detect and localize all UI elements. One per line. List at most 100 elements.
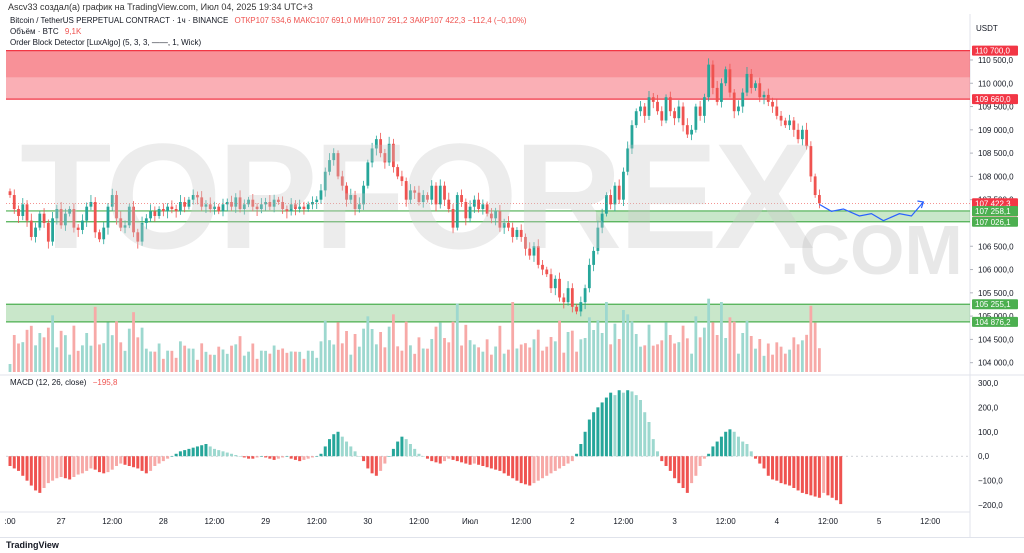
macd-bar	[340, 436, 344, 457]
candle-body	[281, 202, 285, 209]
macd-bar	[110, 456, 114, 470]
macd-bar	[464, 456, 468, 464]
candle-body	[234, 197, 238, 207]
candle-body	[558, 278, 561, 298]
volume-bar	[264, 350, 267, 372]
volume-bar	[306, 350, 310, 372]
volume-bar	[409, 345, 412, 372]
macd-bar	[813, 456, 817, 497]
macd-bar	[34, 456, 38, 491]
candle-body	[775, 106, 779, 116]
volume-bar	[783, 353, 787, 372]
volume-bar	[289, 351, 293, 372]
legend-macd-label[interactable]: MACD (12, 26, close)	[10, 378, 87, 387]
macd-bar	[536, 456, 540, 481]
macd-bar	[264, 456, 268, 458]
macd-bar	[600, 402, 604, 457]
macd-bar	[357, 456, 361, 457]
volume-bar	[392, 314, 395, 372]
macd-bar	[408, 444, 412, 457]
macd-bar	[93, 456, 97, 470]
macd-bar	[638, 400, 642, 457]
macd-bar	[306, 456, 310, 459]
volume-bar	[617, 339, 621, 372]
legend-indicator[interactable]: Order Block Detector [LuxAlgo] (5, 3, 3,…	[10, 38, 202, 47]
macd-tick-label: 100,0	[978, 428, 999, 437]
macd-bar	[336, 431, 340, 457]
candle-body	[788, 120, 791, 126]
volume-bar	[404, 321, 408, 372]
macd-bar	[741, 441, 745, 457]
macd-bar	[212, 448, 216, 457]
volume-bar	[421, 348, 425, 372]
volume-bar	[251, 343, 255, 372]
volume-bar	[366, 316, 370, 372]
macd-bar	[396, 441, 400, 457]
volume-bar	[255, 358, 259, 372]
volume-bar	[451, 321, 455, 372]
macd-bar	[830, 456, 834, 498]
volume-bar	[583, 338, 587, 372]
volume-bar	[724, 338, 728, 372]
candle-body	[46, 222, 50, 242]
volume-bar	[12, 335, 16, 372]
volume-bar	[208, 354, 212, 372]
volume-bar	[430, 339, 434, 372]
macd-bar	[660, 456, 664, 462]
volume-bar	[149, 351, 152, 372]
tradingview-logo[interactable]: TradingView	[6, 540, 59, 550]
macd-bar	[668, 456, 672, 471]
macd-bar	[68, 456, 72, 480]
time-tick-label: 12:00	[818, 517, 839, 526]
volume-bar	[685, 338, 689, 372]
volume-bar	[737, 353, 740, 372]
candle-body	[592, 250, 596, 265]
macd-bar	[38, 456, 42, 493]
candle-body	[455, 195, 459, 228]
macd-bar	[89, 456, 93, 469]
macd-bar	[268, 456, 272, 459]
candle-body	[771, 101, 774, 107]
macd-bar	[558, 456, 562, 469]
volume-bar	[213, 354, 216, 372]
macd-bar	[25, 456, 29, 481]
macd-bar	[161, 456, 165, 462]
volume-bar	[400, 350, 404, 372]
volume-bar	[93, 306, 97, 372]
chart-canvas[interactable]: 110 500,0 110 000,0 109 500,0 109 000,0 108 …	[0, 0, 1024, 537]
candle-body	[264, 202, 267, 205]
volume-bar	[656, 344, 659, 372]
time-tick-label: Июл	[462, 517, 479, 526]
candle-body	[464, 202, 468, 219]
candle-body	[123, 225, 127, 228]
price-tick-label: 105 500,0	[978, 289, 1014, 298]
candle-body	[451, 209, 455, 228]
volume-bar	[647, 324, 651, 372]
candle-body	[481, 204, 485, 209]
candle-body	[685, 125, 689, 135]
macd-tick-label: 200,0	[978, 403, 999, 412]
candle-body	[477, 199, 480, 209]
candle-body	[553, 278, 557, 289]
macd-bar	[302, 456, 306, 460]
macd-bar	[362, 456, 366, 462]
volume-bar	[170, 350, 174, 372]
macd-bar	[8, 456, 12, 466]
legend-symbol[interactable]: Bitcoin / TetherUS PERPETUAL CONTRACT · …	[10, 16, 229, 25]
volume-bar	[76, 350, 80, 372]
volume-bar	[639, 346, 642, 372]
macd-bar	[762, 456, 766, 469]
time-tick-label: 12:00	[920, 517, 941, 526]
macd-bar	[438, 456, 442, 464]
candle-body	[630, 125, 634, 149]
volume-bar	[600, 333, 604, 372]
legend-volume-label[interactable]: Объём · BTC	[10, 27, 59, 36]
macd-bar	[455, 456, 459, 462]
macd-bar	[477, 456, 481, 465]
macd-bar	[17, 456, 21, 471]
macd-bar	[149, 456, 153, 471]
macd-bar	[715, 441, 719, 457]
macd-bar	[102, 456, 106, 474]
candle-body	[498, 211, 502, 228]
volume-bar	[426, 348, 429, 372]
